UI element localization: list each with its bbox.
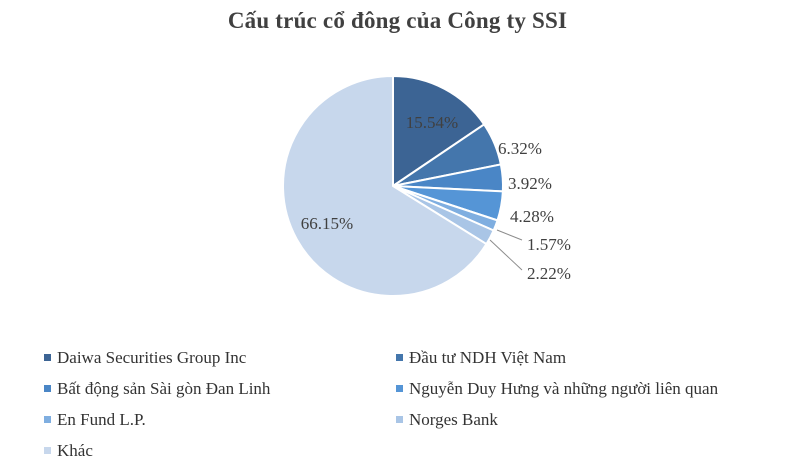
data-label-1: 15.54% xyxy=(406,113,458,132)
pie-slice-1 xyxy=(392,74,486,188)
legend-label: Norges Bank xyxy=(409,409,498,429)
data-label-7: 66.15% xyxy=(301,214,353,233)
legend-item-7: Khác xyxy=(44,435,396,466)
pie-slice-7 xyxy=(282,74,488,297)
legend-item-5: En Fund L.P. xyxy=(44,404,396,435)
legend-label: Daiwa Securities Group Inc xyxy=(57,347,247,367)
data-label-2: 6.32% xyxy=(498,139,542,158)
legend-label: Đầu tư NDH Việt Nam xyxy=(409,347,567,367)
data-label-4: 4.28% xyxy=(510,207,554,226)
legend-label: Nguyễn Duy Hưng và những người liên quan xyxy=(409,378,719,398)
data-label-5: 1.57% xyxy=(527,235,571,254)
legend-swatch xyxy=(44,385,51,392)
legend-item-4: Nguyễn Duy Hưng và những người liên quan xyxy=(396,373,776,404)
legend-swatch xyxy=(44,447,51,454)
legend-label: Khác xyxy=(57,440,93,460)
legend-label: En Fund L.P. xyxy=(57,409,146,429)
legend-item-6: Norges Bank xyxy=(396,404,776,435)
data-label-3: 3.92% xyxy=(508,174,552,193)
leader-line-5 xyxy=(496,229,523,241)
legend-item-2: Đầu tư NDH Việt Nam xyxy=(396,342,776,373)
legend-item-3: Bất động sản Sài gòn Đan Linh xyxy=(44,373,396,404)
legend: Daiwa Securities Group Inc Đầu tư NDH Việ… xyxy=(44,342,784,466)
leader-line-6 xyxy=(489,239,523,271)
legend-swatch xyxy=(396,354,403,361)
chart-title: Cấu trúc cổ đông của Công ty SSI xyxy=(227,8,568,33)
legend-swatch xyxy=(396,385,403,392)
legend-swatch xyxy=(44,354,51,361)
data-label-6: 2.22% xyxy=(527,264,571,283)
legend-item-1: Daiwa Securities Group Inc xyxy=(44,342,396,373)
legend-label: Bất động sản Sài gòn Đan Linh xyxy=(57,378,271,398)
pie-chart: 15.54% 6.32% 3.92% 4.28% 1.57% 2.22% 66.15% xyxy=(282,74,571,297)
legend-swatch xyxy=(44,416,51,423)
legend-swatch xyxy=(396,416,403,423)
